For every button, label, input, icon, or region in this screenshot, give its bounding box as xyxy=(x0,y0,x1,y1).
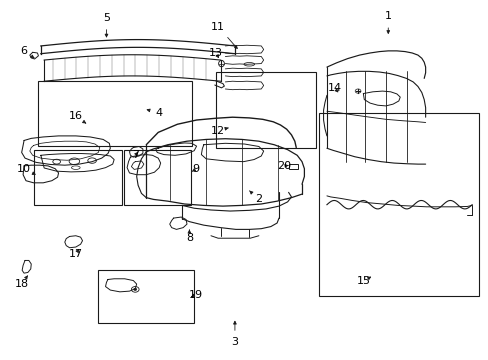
Text: 7: 7 xyxy=(131,150,139,160)
Text: 4: 4 xyxy=(147,108,163,118)
Text: 16: 16 xyxy=(69,112,85,123)
Text: 15: 15 xyxy=(357,275,370,285)
Bar xyxy=(98,270,194,323)
Text: 8: 8 xyxy=(185,230,193,243)
Bar xyxy=(123,150,190,205)
Text: 5: 5 xyxy=(103,13,110,37)
Text: 19: 19 xyxy=(188,290,202,300)
Text: 11: 11 xyxy=(211,22,237,49)
Text: 1: 1 xyxy=(384,11,391,33)
Text: 3: 3 xyxy=(231,321,238,347)
Text: 10: 10 xyxy=(17,165,35,175)
Text: 9: 9 xyxy=(192,165,199,174)
Bar xyxy=(215,72,316,148)
Text: 2: 2 xyxy=(249,191,262,204)
Bar xyxy=(34,150,122,205)
Text: 18: 18 xyxy=(15,276,29,289)
Circle shape xyxy=(134,288,136,291)
Text: 17: 17 xyxy=(69,249,82,259)
Text: 12: 12 xyxy=(211,126,228,136)
Text: 6: 6 xyxy=(20,46,34,58)
Text: 14: 14 xyxy=(327,83,341,93)
Bar xyxy=(39,81,191,147)
Text: 13: 13 xyxy=(208,48,223,58)
Bar xyxy=(288,164,298,170)
Text: 20: 20 xyxy=(276,161,290,171)
Bar xyxy=(318,113,478,296)
